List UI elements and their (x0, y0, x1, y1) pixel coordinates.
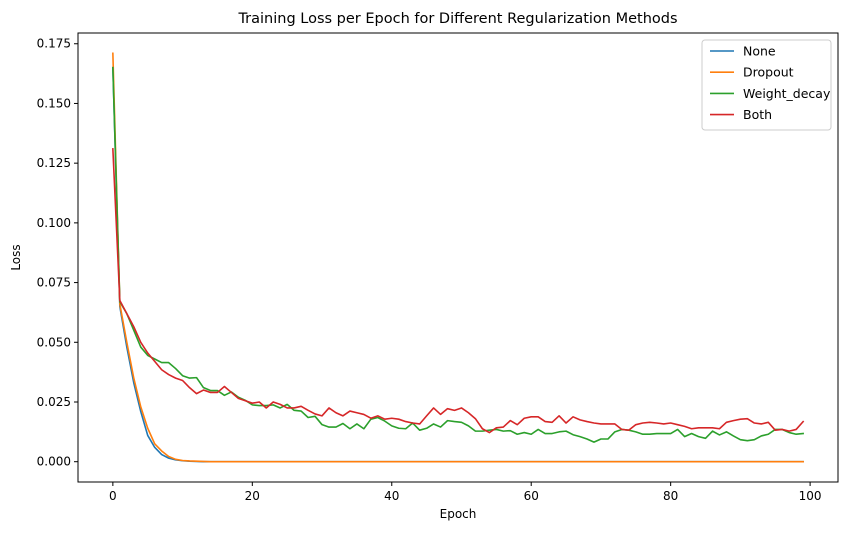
legend-box (701, 39, 832, 131)
plot-frame (77, 32, 839, 483)
y-tick-label: 0.050 (37, 335, 71, 349)
legend-label-both: Both (743, 107, 772, 122)
x-tick-label: 60 (524, 489, 539, 503)
legend: None Dropout Weight_decay Both (701, 39, 832, 131)
series-line-weight-decay (112, 66, 805, 443)
y-tick-label: 0.100 (37, 216, 71, 230)
y-tick-label: 0.150 (37, 96, 71, 110)
x-tick-label: 20 (245, 489, 260, 503)
series-line-both (112, 147, 805, 434)
chart-title: Training Loss per Epoch for Different Re… (237, 11, 677, 27)
y-tick-label: 0.025 (37, 395, 71, 409)
x-axis-label: Epoch (440, 507, 477, 521)
y-tick-label: 0.000 (37, 455, 71, 469)
x-tick-label: 40 (384, 489, 399, 503)
x-tick-label: 0 (109, 489, 117, 503)
legend-label-dropout: Dropout (743, 65, 794, 80)
y-axis-ticks: 0.000 0.025 0.050 0.075 0.100 0.125 0.150 0.175 (37, 37, 78, 469)
legend-label-weight-decay: Weight_decay (743, 86, 831, 101)
legend-label-none: None (743, 44, 776, 59)
y-tick-label: 0.125 (37, 156, 71, 170)
x-axis-ticks: 0 20 40 60 80 100 (109, 482, 822, 503)
x-tick-label: 80 (663, 489, 678, 503)
y-tick-label: 0.175 (37, 37, 71, 51)
y-axis-label: Loss (9, 244, 23, 270)
y-tick-label: 0.075 (37, 276, 71, 290)
series-line-dropout (112, 52, 804, 463)
series-lines (112, 52, 805, 463)
x-tick-label: 100 (799, 489, 822, 503)
